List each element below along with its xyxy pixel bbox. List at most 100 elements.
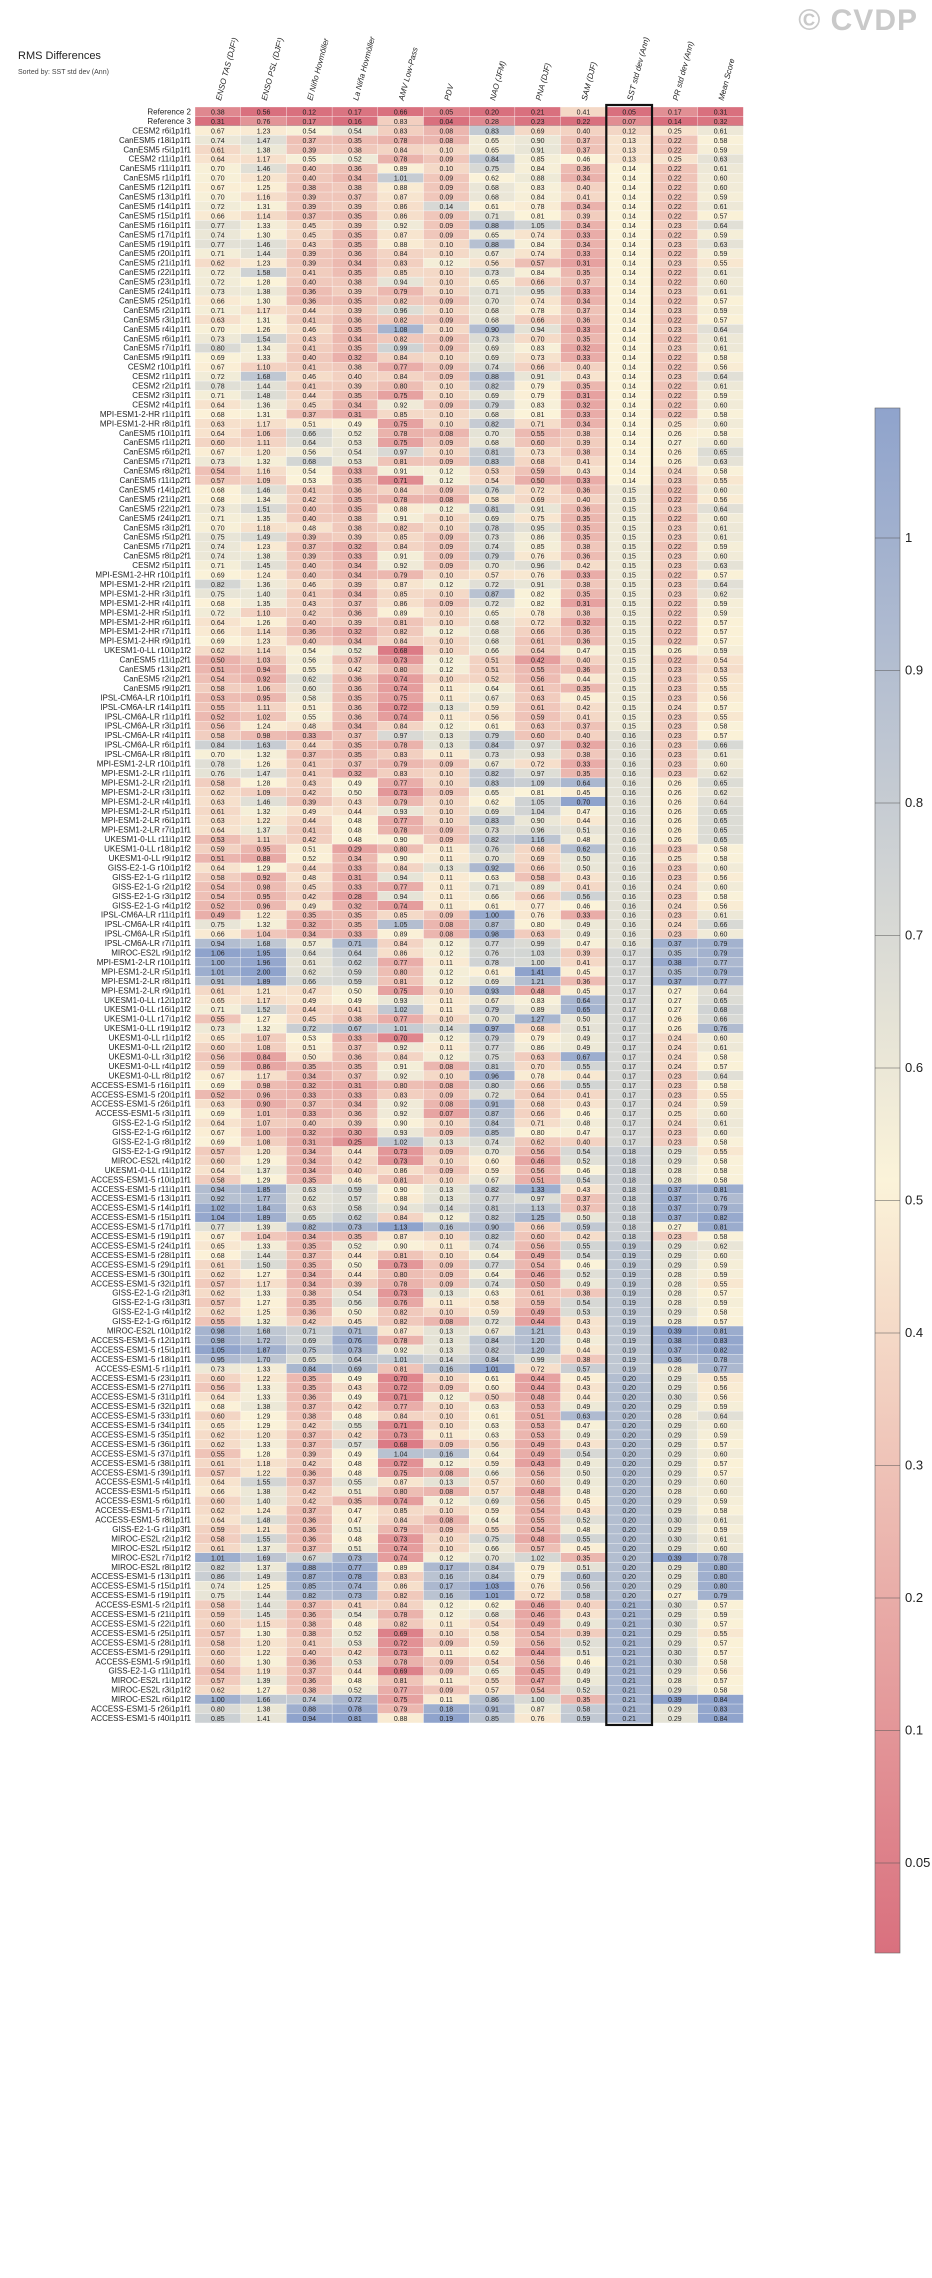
cell-value: 0.10 — [440, 591, 454, 598]
cell-value: 0.12 — [440, 941, 454, 948]
cell-value: 0.09 — [440, 1669, 454, 1676]
cell-value: 0.41 — [302, 487, 316, 494]
cell-value: 0.90 — [394, 1187, 408, 1194]
cell-value: 0.71 — [211, 251, 225, 258]
cell-value: 0.19 — [622, 1262, 636, 1269]
cell-value: 1.49 — [257, 535, 271, 542]
cell-value: 0.85 — [394, 591, 408, 598]
cell-value: 0.26 — [668, 809, 682, 816]
cell-value: 0.70 — [211, 752, 225, 759]
cell-value: 1.32 — [257, 809, 271, 816]
cell-value: 0.39 — [302, 554, 316, 561]
row-label: MIROC-ES2L r9i1p1f2 — [111, 949, 191, 958]
row-label: ACCESS-ESM1-5 r25i1p1f1 — [91, 1629, 192, 1638]
cell-value: 0.70 — [211, 327, 225, 334]
cell-value: 0.82 — [394, 298, 408, 305]
cell-value: 0.43 — [577, 1187, 591, 1194]
cell-value: 0.59 — [714, 195, 728, 202]
cell-value: 0.64 — [577, 998, 591, 1005]
cell-value: 0.13 — [622, 157, 636, 164]
cell-value: 0.36 — [302, 629, 316, 636]
cell-value: 0.77 — [394, 780, 408, 787]
row-label: ACCESS-ESM1-5 r2i1p1f1 — [95, 1601, 191, 1610]
cell-value: 0.36 — [302, 1310, 316, 1317]
cell-value: 0.12 — [440, 1612, 454, 1619]
cell-value: 0.58 — [714, 1508, 728, 1515]
row-label: ACCESS-ESM1-5 r14i1p1f1 — [91, 1204, 192, 1213]
cell-value: 0.59 — [348, 969, 362, 976]
cell-value: 0.14 — [622, 336, 636, 343]
cell-value: 0.28 — [348, 894, 362, 901]
cell-value: 0.39 — [348, 223, 362, 230]
cell-value: 0.47 — [577, 1130, 591, 1137]
cell-value: 0.36 — [348, 705, 362, 712]
cell-value: 0.59 — [211, 1612, 225, 1619]
cell-value: 0.59 — [714, 1262, 728, 1269]
cell-value: 0.94 — [211, 1187, 225, 1194]
row-label: CanESM5 r9i1p2f1 — [123, 684, 191, 693]
cell-value: 0.42 — [302, 1319, 316, 1326]
cell-value: 0.65 — [714, 828, 728, 835]
cell-value: 0.60 — [714, 516, 728, 523]
cell-value: 0.48 — [302, 525, 316, 532]
cell-value: 0.74 — [211, 232, 225, 239]
cell-value: 0.83 — [531, 346, 545, 353]
cell-value: 0.37 — [577, 308, 591, 315]
cell-value: 0.16 — [440, 1451, 454, 1458]
cell-value: 1.27 — [257, 1300, 271, 1307]
cell-value: 0.22 — [668, 138, 682, 145]
cell-value: 0.62 — [485, 176, 499, 183]
cell-value: 0.39 — [302, 195, 316, 202]
cell-value: 0.57 — [714, 639, 728, 646]
cell-value: 0.42 — [302, 1499, 316, 1506]
cell-value: 1.30 — [257, 1659, 271, 1666]
cell-value: 0.30 — [668, 1518, 682, 1525]
cell-value: 0.84 — [531, 166, 545, 173]
cell-value: 1.20 — [257, 1640, 271, 1647]
cell-value: 0.62 — [714, 771, 728, 778]
cell-value: 0.59 — [211, 1064, 225, 1071]
cell-value: 0.84 — [394, 487, 408, 494]
cell-value: 0.38 — [348, 280, 362, 287]
cell-value: 0.60 — [714, 932, 728, 939]
cell-value: 0.85 — [531, 157, 545, 164]
cell-value: 0.31 — [577, 261, 591, 268]
cell-value: 1.24 — [257, 1508, 271, 1515]
cell-value: 0.52 — [577, 1640, 591, 1647]
row-label: CanESM5 r16i1p1f1 — [119, 221, 192, 230]
cell-value: 0.15 — [622, 724, 636, 731]
cell-value: 0.59 — [714, 1612, 728, 1619]
cell-value: 0.60 — [211, 1045, 225, 1052]
cell-value: 0.45 — [577, 1546, 591, 1553]
cell-value: 0.29 — [668, 1716, 682, 1723]
row-label: CanESM5 r8i1p2f1 — [123, 467, 191, 476]
cell-value: 0.94 — [394, 875, 408, 882]
cell-value: 0.23 — [668, 762, 682, 769]
row-label: CanESM5 r11i1p2f1 — [120, 476, 192, 485]
cell-value: 0.46 — [302, 327, 316, 334]
row-label: UKESM1-0-LL r18i1p1f2 — [104, 845, 191, 854]
cell-value: 0.51 — [348, 1527, 362, 1534]
row-label: ACCESS-ESM1-5 r6i1p1f1 — [95, 1497, 191, 1506]
cell-value: 0.68 — [211, 412, 225, 419]
cell-value: 0.22 — [668, 204, 682, 211]
cell-value: 1.00 — [531, 960, 545, 967]
cell-value: 0.10 — [440, 620, 454, 627]
cell-value: 0.79 — [394, 799, 408, 806]
cell-value: 0.76 — [211, 771, 225, 778]
colorbar-tick-label: 0.9 — [905, 663, 923, 678]
cell-value: 0.63 — [577, 1414, 591, 1421]
row-label: UKESM1-0-LL r8i1p1f2 — [109, 1071, 192, 1080]
row-label: ACCESS-ESM1-5 r32i1p1f1 — [91, 1279, 192, 1288]
cell-value: 0.09 — [440, 374, 454, 381]
cell-value: 0.70 — [485, 1149, 499, 1156]
cell-value: 0.36 — [302, 1395, 316, 1402]
cell-value: 0.55 — [348, 1423, 362, 1430]
cell-value: 0.16 — [622, 894, 636, 901]
cell-value: 0.70 — [577, 799, 591, 806]
cell-value: 1.25 — [257, 1584, 271, 1591]
cell-value: 0.41 — [302, 1640, 316, 1647]
cell-value: 0.48 — [577, 1121, 591, 1128]
cell-value: 0.61 — [531, 686, 545, 693]
cell-value: 0.61 — [485, 204, 499, 211]
